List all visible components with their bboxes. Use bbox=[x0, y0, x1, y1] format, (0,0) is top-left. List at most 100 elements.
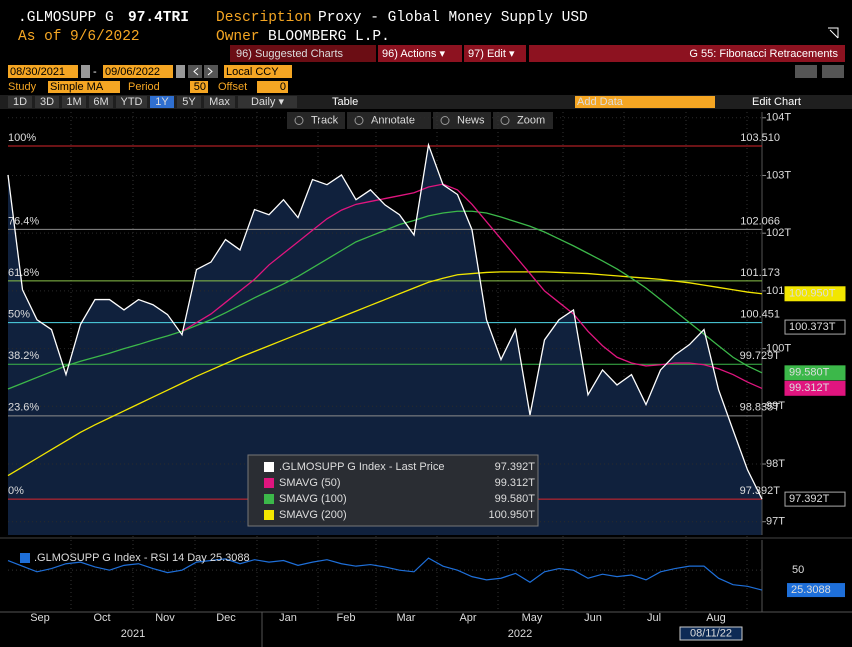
price-tag-label: 100.373T bbox=[789, 321, 836, 333]
actions-label: 96) Actions ▾ bbox=[382, 48, 445, 60]
date-tag-label: 08/11/22 bbox=[690, 627, 732, 639]
calendar-icon[interactable] bbox=[176, 65, 185, 78]
rsi-tag bbox=[787, 583, 845, 598]
legend-value: 97.392T bbox=[495, 461, 536, 473]
tool-icon bbox=[440, 116, 450, 125]
undo-button[interactable] bbox=[795, 65, 817, 78]
period-value: 50 bbox=[194, 81, 206, 93]
study-label: Study bbox=[8, 81, 37, 93]
arrows bbox=[193, 67, 213, 76]
period-button[interactable] bbox=[238, 96, 297, 108]
period-button[interactable] bbox=[62, 96, 86, 108]
fib-value: 101.173 bbox=[740, 267, 780, 279]
period-button[interactable] bbox=[204, 96, 235, 108]
table-button[interactable]: Table bbox=[332, 96, 358, 108]
tool-icon bbox=[500, 116, 510, 125]
calendar-icon[interactable] bbox=[81, 65, 90, 78]
y-tick-label: 100T bbox=[766, 343, 791, 355]
period-label: Max bbox=[209, 96, 230, 108]
edit-chart-button[interactable]: Edit Chart bbox=[752, 96, 801, 108]
y-tick-label: 102T bbox=[766, 227, 791, 239]
tool-button[interactable] bbox=[287, 112, 345, 129]
x-tick-label: Oct bbox=[93, 612, 110, 624]
export-icon[interactable] bbox=[828, 27, 839, 39]
fib-value: 102.066 bbox=[740, 215, 780, 227]
tool-button[interactable] bbox=[433, 112, 491, 129]
fib-value: 98.835T bbox=[740, 402, 781, 414]
add-data: Add Data bbox=[577, 96, 624, 108]
ticker: .GLMOSUPP G bbox=[18, 10, 114, 26]
price-tag bbox=[784, 286, 846, 302]
x-tick-label: Mar bbox=[397, 612, 416, 624]
x-tick-label: May bbox=[522, 612, 543, 624]
tool-label: News bbox=[457, 114, 485, 126]
description: Proxy - Global Money Supply USD bbox=[318, 10, 588, 26]
fib-percent: 76.4% bbox=[8, 215, 39, 227]
legend-swatch bbox=[264, 494, 274, 504]
prev-button[interactable] bbox=[188, 65, 202, 78]
legend-value: 100.950T bbox=[489, 509, 536, 521]
start-date-box[interactable] bbox=[8, 65, 78, 78]
last-price: 97.4TRI bbox=[128, 10, 189, 26]
rsi-tick-label: 50 bbox=[792, 564, 804, 576]
tool-button[interactable] bbox=[347, 112, 431, 129]
currency-box[interactable] bbox=[224, 65, 292, 78]
chart-title: G 55: Fibonacci Retracements bbox=[689, 48, 838, 60]
fib-percent: 0% bbox=[8, 485, 24, 497]
actions-button[interactable] bbox=[378, 45, 462, 62]
rsi-legend: .GLMOSUPP G Index - RSI 14 Day 25.3088 bbox=[34, 552, 250, 564]
period-box[interactable] bbox=[190, 81, 208, 93]
legend-box bbox=[247, 454, 539, 527]
price-area bbox=[8, 144, 762, 535]
price-tag-label: 99.580T bbox=[789, 367, 830, 379]
offset-box[interactable] bbox=[257, 81, 288, 93]
study-box[interactable] bbox=[48, 81, 120, 93]
x-tick-label: Aug bbox=[706, 612, 726, 624]
tool-icon bbox=[294, 116, 304, 125]
period-button[interactable] bbox=[35, 96, 59, 108]
owner: BLOOMBERG L.P. bbox=[268, 29, 390, 45]
x-tick-label: Jun bbox=[584, 612, 602, 624]
x-tick-label: Dec bbox=[216, 612, 236, 624]
period-button[interactable] bbox=[177, 96, 201, 108]
period-button[interactable] bbox=[150, 96, 174, 108]
price-tag bbox=[784, 319, 846, 335]
series-line bbox=[7, 271, 763, 477]
rsi-swatch bbox=[20, 553, 30, 563]
price-tag bbox=[784, 365, 846, 381]
title-bar bbox=[529, 45, 845, 62]
year-label: 2021 bbox=[121, 628, 145, 640]
tool-button[interactable] bbox=[493, 112, 553, 129]
x-tick-label: Jan bbox=[279, 612, 297, 624]
edit-button[interactable] bbox=[464, 45, 526, 62]
fib-value: 99.729T bbox=[740, 350, 781, 362]
start-date: 08/30/2021 bbox=[10, 66, 65, 78]
legend-name: SMAVG (50) bbox=[279, 477, 341, 489]
suggested-button[interactable] bbox=[230, 45, 376, 62]
year-label: 2022 bbox=[508, 628, 532, 640]
legend-swatch bbox=[264, 510, 274, 520]
y-tick-label: 97T bbox=[766, 516, 785, 528]
redo-button[interactable] bbox=[822, 65, 844, 78]
period-button[interactable] bbox=[8, 96, 32, 108]
period-label: 6M bbox=[93, 96, 108, 108]
date-tag bbox=[679, 626, 743, 641]
tool-label: Track bbox=[311, 114, 339, 126]
x-tick-label: Feb bbox=[337, 612, 356, 624]
edit-label: 97) Edit ▾ bbox=[468, 48, 515, 60]
currency: Local CCY bbox=[226, 66, 279, 78]
next-button[interactable] bbox=[204, 65, 218, 78]
price-tag-label: 99.312T bbox=[789, 382, 830, 394]
add-data-box[interactable] bbox=[575, 96, 715, 108]
period-label: 1Y bbox=[155, 96, 169, 108]
end-date-box[interactable] bbox=[103, 65, 173, 78]
as-of-label: As of bbox=[18, 29, 62, 45]
period-label: Period bbox=[128, 81, 160, 93]
legend-value: 99.312T bbox=[495, 477, 536, 489]
period-button[interactable] bbox=[116, 96, 147, 108]
price-tag-label: 100.950T bbox=[789, 288, 836, 300]
legend-name: SMAVG (100) bbox=[279, 493, 347, 505]
period-button[interactable] bbox=[89, 96, 113, 108]
y-tick-label: 104T bbox=[766, 112, 791, 124]
